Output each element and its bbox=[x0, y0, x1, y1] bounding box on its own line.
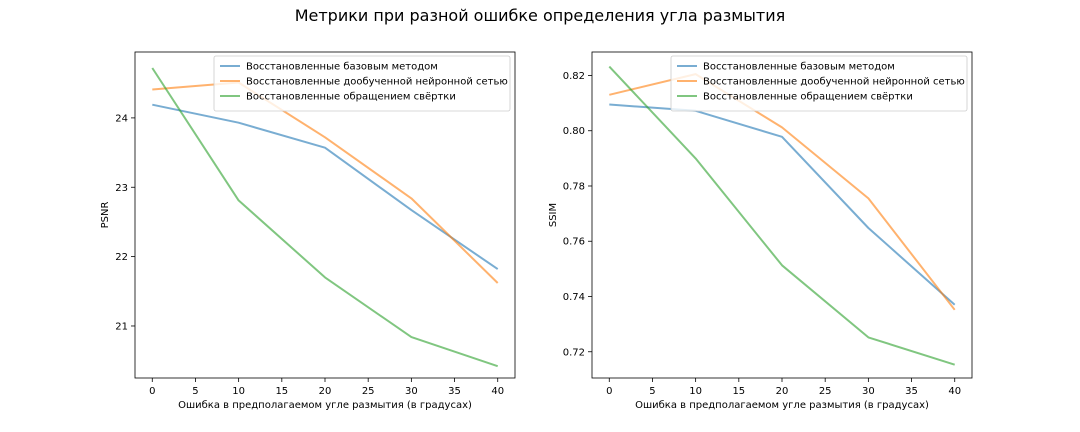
series-line-3 bbox=[151, 67, 499, 368]
x-tick-label: 25 bbox=[362, 386, 375, 397]
series-line-2 bbox=[152, 81, 499, 284]
x-tick-label: 40 bbox=[491, 386, 504, 397]
x-axis-label: Ошибка в предполагаемом угле размытия (в… bbox=[178, 400, 472, 411]
x-tick-label: 15 bbox=[275, 386, 288, 397]
figure-title: Метрики при разной ошибке определения уг… bbox=[294, 6, 786, 25]
y-tick-label: 21 bbox=[115, 321, 128, 332]
x-tick-label: 20 bbox=[319, 386, 332, 397]
x-tick-label: 35 bbox=[448, 386, 461, 397]
y-tick-label: 23 bbox=[115, 183, 128, 194]
chart-0-plot: 0 5 10 15 20 25 30 35 40 21 22 23 24 Ошибка в предпол… bbox=[100, 51, 516, 411]
x-tick-label: 5 bbox=[192, 386, 198, 397]
y-tick-label: 24 bbox=[115, 113, 128, 124]
legend-label-2: Восстановленные дообученной нейронной се… bbox=[246, 77, 508, 88]
legend-label-3: Восстановленные обращением свёртки bbox=[246, 92, 456, 103]
y-axis-label: PSNR bbox=[100, 202, 111, 229]
series-line-1 bbox=[152, 103, 499, 270]
x-tick-label: 0 bbox=[149, 386, 155, 397]
x-tick-label: 30 bbox=[405, 386, 418, 397]
legend-label-1: Восстановленные базовым методом bbox=[246, 62, 438, 73]
legend: Восстановленные базовым методом Восстанов… bbox=[213, 55, 511, 112]
y-tick-label: 22 bbox=[115, 252, 128, 263]
legend-box bbox=[213, 55, 511, 112]
x-tick-label: 10 bbox=[232, 386, 245, 397]
